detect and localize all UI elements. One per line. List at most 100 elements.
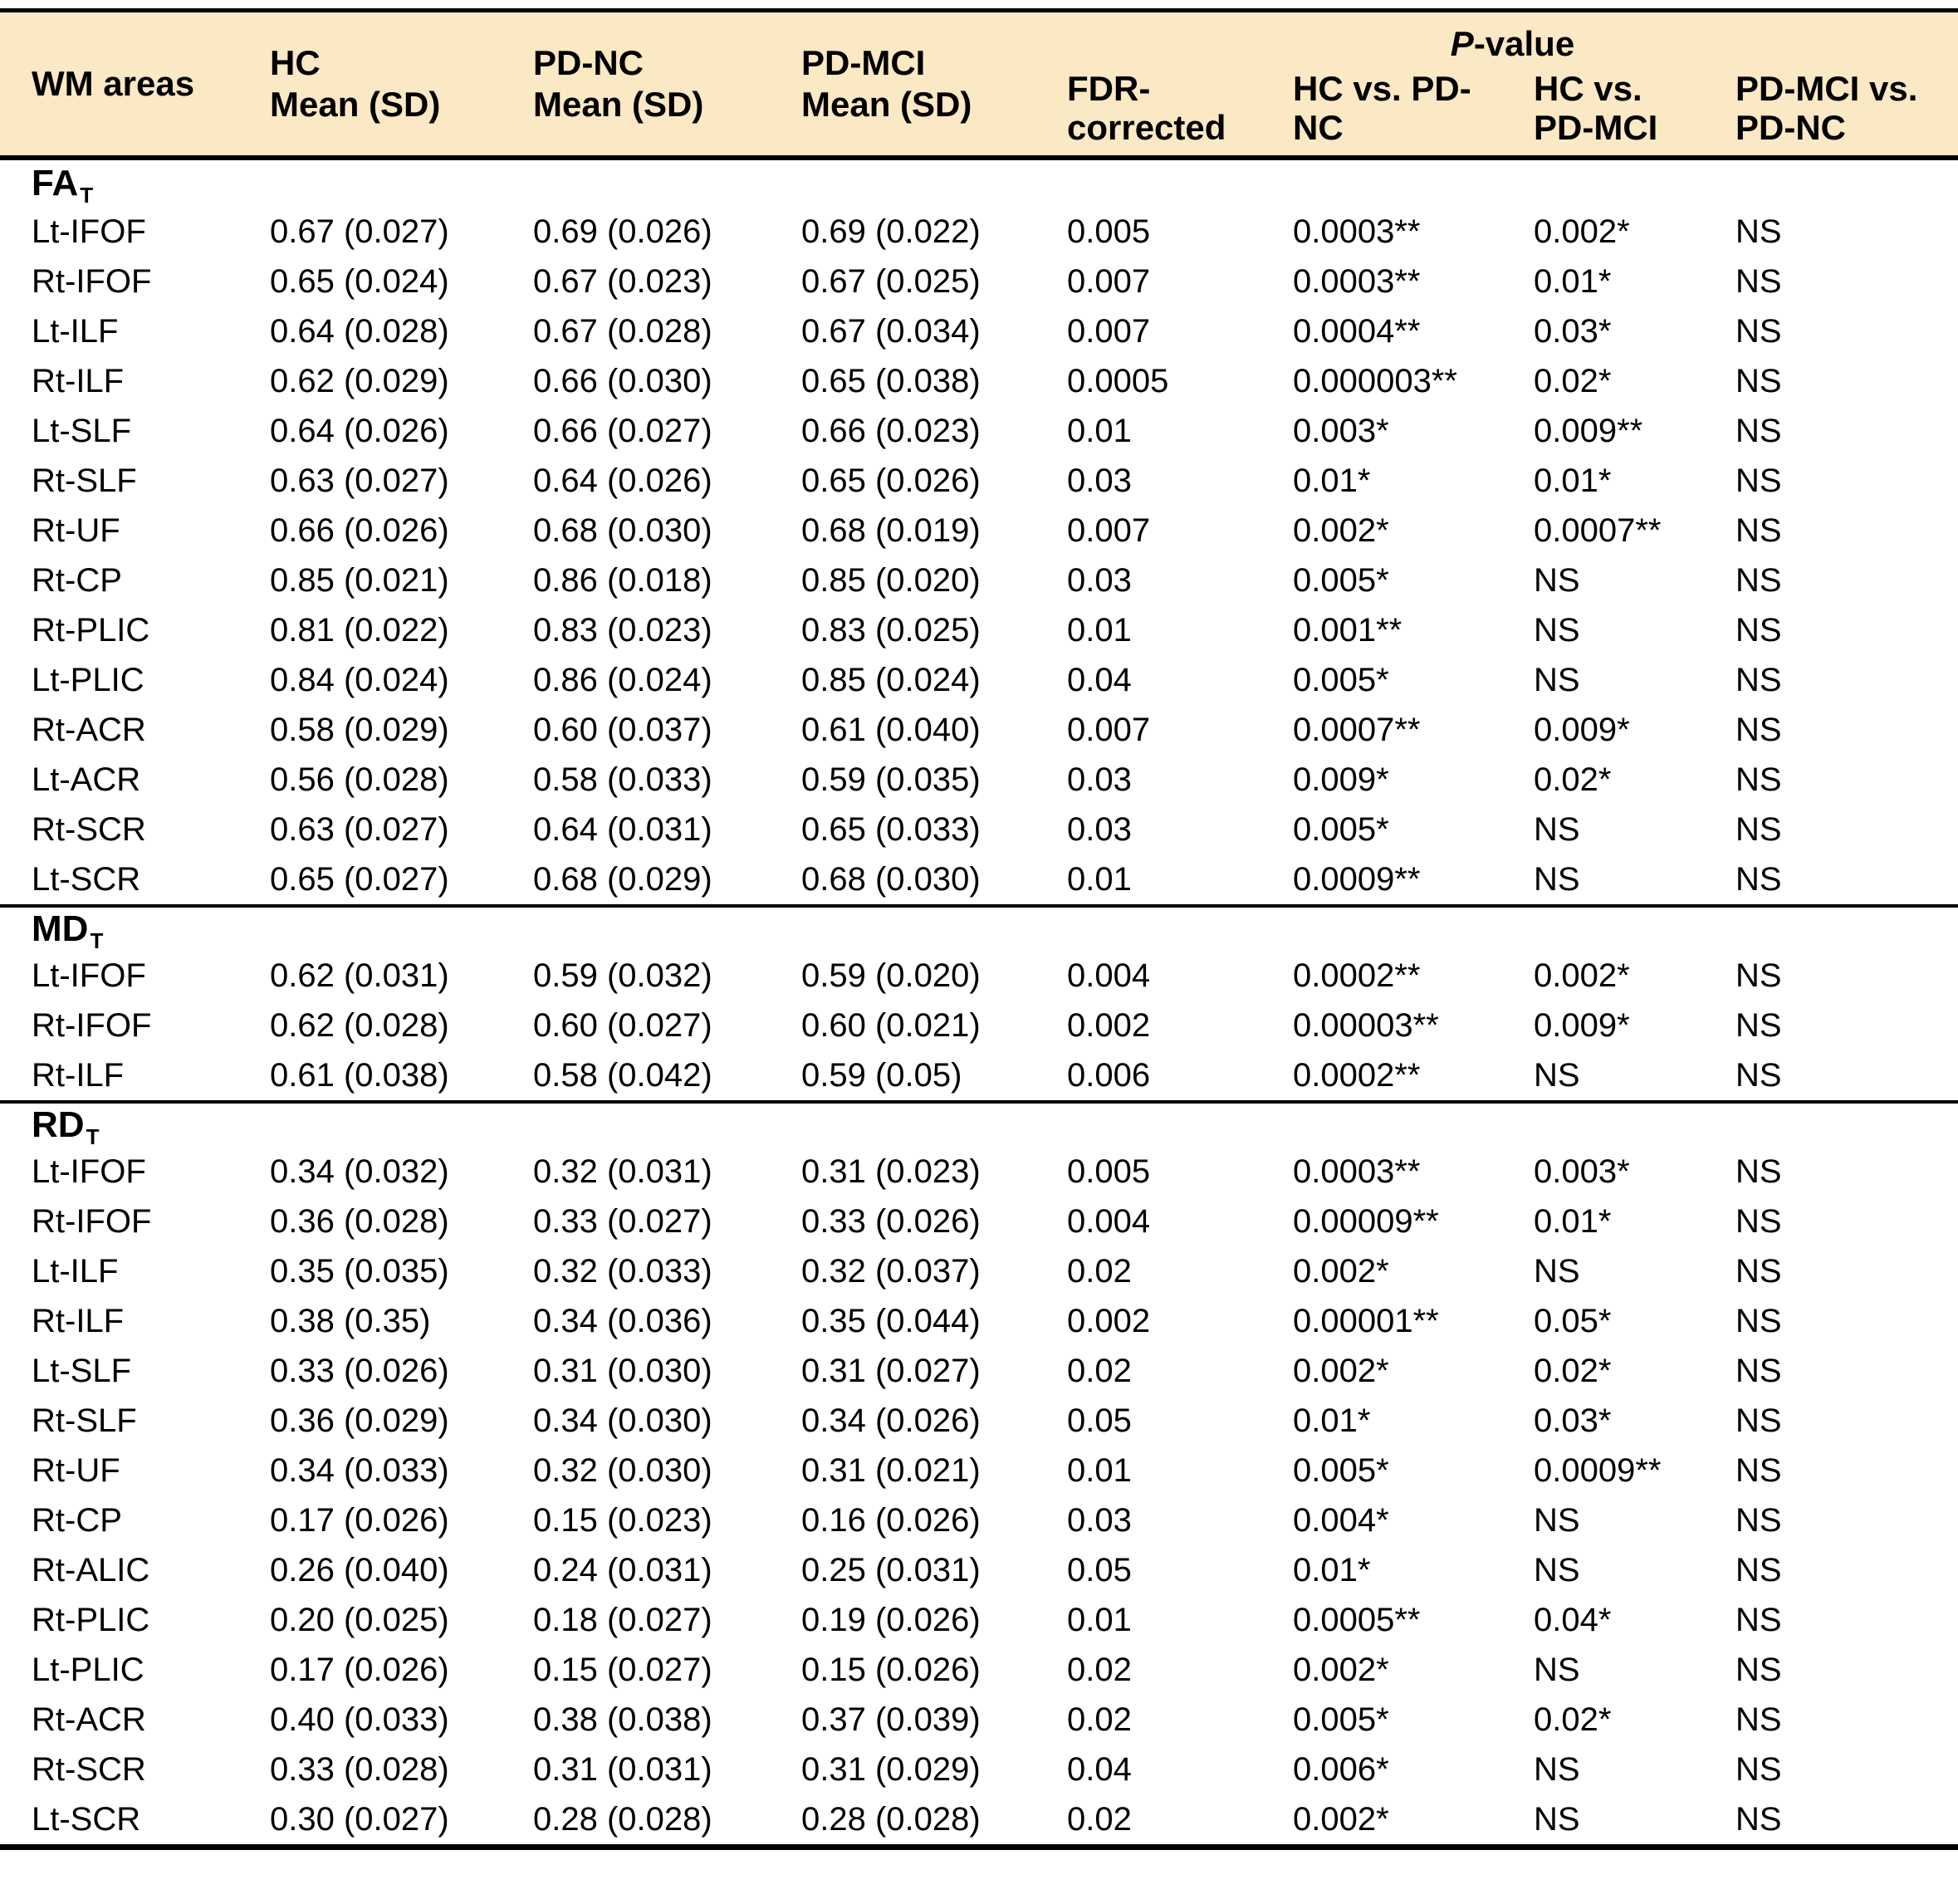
cell-fdr-corrected-p: 0.02 (1067, 1352, 1132, 1389)
section-header-row: RDT (0, 1100, 1958, 1149)
cell-wm-area: Lt-ACR (32, 761, 141, 798)
cell-wm-area: Rt-PLIC (32, 611, 150, 649)
cell-wm-area: Lt-IFOF (32, 213, 146, 250)
p-value-italic-p: P (1450, 24, 1474, 63)
cell-p-hc-vs-pdmci: NS (1534, 860, 1580, 898)
cell-p-pdmci-vs-pdnc: NS (1735, 1750, 1782, 1788)
cell-fdr-corrected-p: 0.01 (1067, 1601, 1132, 1638)
cell-wm-area: Rt-UF (32, 511, 120, 549)
table-row: Rt-IFOF 0.62 (0.028) 0.60 (0.027) 0.60 (… (0, 1001, 1958, 1050)
cell-hc-mean-sd: 0.17 (0.026) (270, 1501, 449, 1539)
cell-pd-mci-mean-sd: 0.60 (0.021) (801, 1006, 981, 1044)
cell-fdr-corrected-p: 0.01 (1067, 412, 1132, 449)
table-row: Lt-IFOF 0.67 (0.027) 0.69 (0.026) 0.69 (… (0, 207, 1958, 257)
cell-pd-mci-mean-sd: 0.59 (0.035) (801, 761, 981, 798)
cell-p-pdmci-vs-pdnc: NS (1735, 312, 1782, 350)
cell-wm-area: Rt-IFOF (32, 1202, 152, 1240)
cell-pd-nc-mean-sd: 0.67 (0.023) (533, 262, 712, 300)
cell-hc-mean-sd: 0.36 (0.028) (270, 1202, 449, 1240)
cell-p-hc-vs-pdnc: 0.0003** (1293, 213, 1421, 250)
cell-p-hc-vs-pdmci: 0.01* (1534, 262, 1612, 300)
cell-p-hc-vs-pdmci: NS (1534, 1252, 1580, 1290)
cell-pd-mci-mean-sd: 0.68 (0.019) (801, 511, 981, 549)
cell-p-hc-vs-pdnc: 0.0003** (1293, 1153, 1421, 1190)
col-header-label: PD-NC (1735, 108, 1846, 147)
cell-hc-mean-sd: 0.81 (0.022) (270, 611, 449, 649)
cell-fdr-corrected-p: 0.03 (1067, 1501, 1132, 1539)
cell-p-pdmci-vs-pdnc: NS (1735, 1302, 1782, 1339)
cell-p-pdmci-vs-pdnc: NS (1735, 561, 1782, 599)
col-header-wm-areas: WM areas (32, 12, 270, 155)
section-label-text: RD (32, 1104, 85, 1145)
cell-wm-area: Rt-CP (32, 1501, 122, 1539)
cell-fdr-corrected-p: 0.05 (1067, 1551, 1132, 1588)
table-row: Rt-PLIC 0.20 (0.025) 0.18 (0.027) 0.19 (… (0, 1595, 1958, 1645)
cell-wm-area: Lt-PLIC (32, 661, 144, 698)
cell-fdr-corrected-p: 0.004 (1067, 1202, 1151, 1240)
cell-pd-mci-mean-sd: 0.68 (0.030) (801, 860, 981, 898)
cell-p-hc-vs-pdnc: 0.004* (1293, 1501, 1389, 1539)
cell-pd-nc-mean-sd: 0.86 (0.024) (533, 661, 712, 698)
results-table: WM areas HC Mean (SD) PD-NC Mean (SD) PD… (0, 8, 1958, 1850)
col-header-label: Mean (SD) (270, 85, 441, 124)
cell-fdr-corrected-p: 0.007 (1067, 312, 1151, 350)
cell-hc-mean-sd: 0.20 (0.025) (270, 1601, 449, 1638)
cell-pd-nc-mean-sd: 0.86 (0.018) (533, 561, 712, 599)
section-label-subscript: T (90, 928, 104, 953)
cell-pd-mci-mean-sd: 0.31 (0.029) (801, 1750, 981, 1788)
cell-p-pdmci-vs-pdnc: NS (1735, 1651, 1782, 1688)
col-header-label: WM areas (32, 64, 195, 103)
cell-p-hc-vs-pdmci: 0.02* (1534, 761, 1612, 798)
cell-p-hc-vs-pdnc: 0.000003** (1293, 362, 1457, 399)
cell-p-pdmci-vs-pdnc: NS (1735, 957, 1782, 994)
col-header-hc-vs-pdnc: HC vs. PD- NC (1293, 69, 1534, 147)
table-header: WM areas HC Mean (SD) PD-NC Mean (SD) PD… (0, 12, 1958, 160)
cell-pd-nc-mean-sd: 0.60 (0.027) (533, 1006, 712, 1044)
cell-p-pdmci-vs-pdnc: NS (1735, 711, 1782, 748)
cell-pd-nc-mean-sd: 0.66 (0.030) (533, 362, 712, 399)
cell-fdr-corrected-p: 0.007 (1067, 262, 1151, 300)
col-header-label: HC vs. PD- (1293, 69, 1471, 108)
cell-hc-mean-sd: 0.63 (0.027) (270, 462, 449, 499)
section-label: MDT (32, 908, 104, 953)
cell-p-hc-vs-pdnc: 0.0002** (1293, 957, 1421, 994)
cell-fdr-corrected-p: 0.03 (1067, 561, 1132, 599)
cell-hc-mean-sd: 0.62 (0.031) (270, 957, 449, 994)
cell-p-pdmci-vs-pdnc: NS (1735, 1501, 1782, 1539)
cell-p-hc-vs-pdmci: 0.0007** (1534, 511, 1662, 549)
cell-p-hc-vs-pdnc: 0.00003** (1293, 1006, 1439, 1044)
cell-pd-nc-mean-sd: 0.60 (0.037) (533, 711, 712, 748)
table-row: Lt-ILF 0.64 (0.028) 0.67 (0.028) 0.67 (0… (0, 306, 1958, 356)
cell-hc-mean-sd: 0.66 (0.026) (270, 511, 449, 549)
table-row: Rt-SCR 0.63 (0.027) 0.64 (0.031) 0.65 (0… (0, 805, 1958, 854)
cell-pd-mci-mean-sd: 0.16 (0.026) (801, 1501, 981, 1539)
cell-p-hc-vs-pdmci: 0.009* (1534, 711, 1630, 748)
cell-wm-area: Rt-ACR (32, 1701, 146, 1738)
cell-pd-mci-mean-sd: 0.32 (0.037) (801, 1252, 981, 1290)
cell-hc-mean-sd: 0.56 (0.028) (270, 761, 449, 798)
cell-hc-mean-sd: 0.33 (0.026) (270, 1352, 449, 1389)
cell-pd-nc-mean-sd: 0.58 (0.033) (533, 761, 712, 798)
cell-wm-area: Lt-IFOF (32, 957, 146, 994)
col-header-pd-mci: PD-MCI Mean (SD) (801, 12, 1067, 155)
cell-fdr-corrected-p: 0.02 (1067, 1651, 1132, 1688)
cell-fdr-corrected-p: 0.02 (1067, 1800, 1132, 1838)
cell-p-hc-vs-pdmci: NS (1534, 1651, 1580, 1688)
cell-fdr-corrected-p: 0.004 (1067, 957, 1151, 994)
p-value-subheaders: FDR- corrected HC vs. PD- NC HC vs. PD-M… (1067, 64, 1958, 155)
cell-fdr-corrected-p: 0.02 (1067, 1252, 1132, 1290)
cell-p-hc-vs-pdmci: 0.02* (1534, 1701, 1612, 1738)
cell-hc-mean-sd: 0.64 (0.026) (270, 412, 449, 449)
cell-pd-nc-mean-sd: 0.15 (0.027) (533, 1651, 712, 1688)
cell-p-hc-vs-pdnc: 0.005* (1293, 1451, 1389, 1489)
cell-pd-mci-mean-sd: 0.19 (0.026) (801, 1601, 981, 1638)
cell-pd-mci-mean-sd: 0.37 (0.039) (801, 1701, 981, 1738)
cell-hc-mean-sd: 0.33 (0.028) (270, 1750, 449, 1788)
cell-p-hc-vs-pdmci: NS (1534, 611, 1580, 649)
cell-pd-mci-mean-sd: 0.31 (0.027) (801, 1352, 981, 1389)
cell-pd-mci-mean-sd: 0.65 (0.026) (801, 462, 981, 499)
table-row: Rt-CP 0.17 (0.026) 0.15 (0.023) 0.16 (0.… (0, 1495, 1958, 1545)
cell-pd-nc-mean-sd: 0.58 (0.042) (533, 1056, 712, 1094)
cell-pd-nc-mean-sd: 0.68 (0.029) (533, 860, 712, 898)
col-header-label: HC (270, 43, 321, 82)
